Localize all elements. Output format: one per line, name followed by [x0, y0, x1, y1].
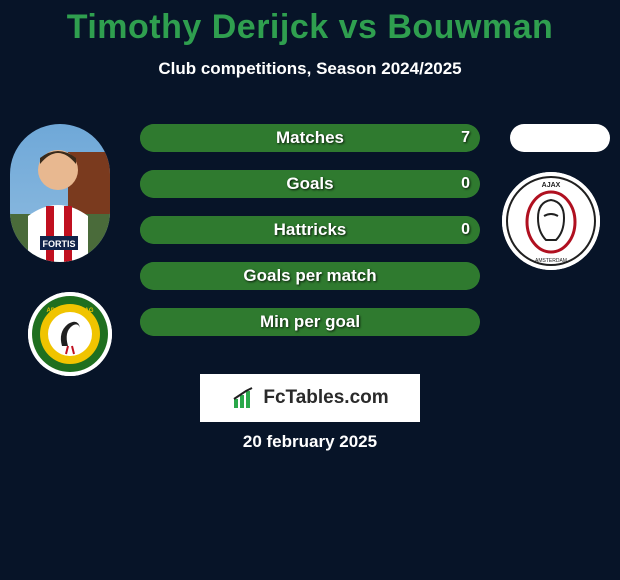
- chart-logo-icon: [231, 385, 257, 411]
- bar-label: Goals per match: [140, 262, 480, 290]
- club-badge-icon: AJAX AMSTERDAM: [502, 172, 600, 270]
- bar-row: Matches 7: [140, 124, 480, 152]
- svg-text:ADO DEN HAAG: ADO DEN HAAG: [46, 308, 93, 314]
- left-player-avatar: FORTIS: [10, 124, 110, 262]
- svg-text:FORTIS: FORTIS: [43, 239, 76, 249]
- bar-label: Min per goal: [140, 308, 480, 336]
- bar-right-value: 0: [461, 170, 470, 198]
- watermark: FcTables.com: [200, 374, 420, 422]
- bar-row: Min per goal: [140, 308, 480, 336]
- right-club-badge: AJAX AMSTERDAM: [502, 172, 600, 270]
- left-club-badge: ADO DEN HAAG: [28, 292, 112, 376]
- svg-text:AJAX: AJAX: [542, 182, 561, 189]
- comparison-chart: Matches 7 Goals 0 Hattricks 0 Goals per …: [140, 124, 480, 354]
- bar-row: Goals per match: [140, 262, 480, 290]
- bar-row: Goals 0: [140, 170, 480, 198]
- watermark-text: FcTables.com: [263, 387, 388, 409]
- bar-label: Matches: [140, 124, 480, 152]
- bar-label: Goals: [140, 170, 480, 198]
- date-line: 20 february 2025: [0, 432, 620, 452]
- bar-label: Hattricks: [140, 216, 480, 244]
- bar-row: Hattricks 0: [140, 216, 480, 244]
- bar-right-value: 0: [461, 216, 470, 244]
- bar-right-value: 7: [461, 124, 470, 152]
- club-badge-icon: ADO DEN HAAG: [28, 292, 112, 376]
- right-player-avatar: [510, 124, 610, 152]
- player-photo-icon: FORTIS: [10, 124, 110, 262]
- svg-text:AMSTERDAM: AMSTERDAM: [535, 258, 567, 264]
- subtitle: Club competitions, Season 2024/2025: [0, 59, 620, 79]
- page-title: Timothy Derijck vs Bouwman: [0, 0, 620, 47]
